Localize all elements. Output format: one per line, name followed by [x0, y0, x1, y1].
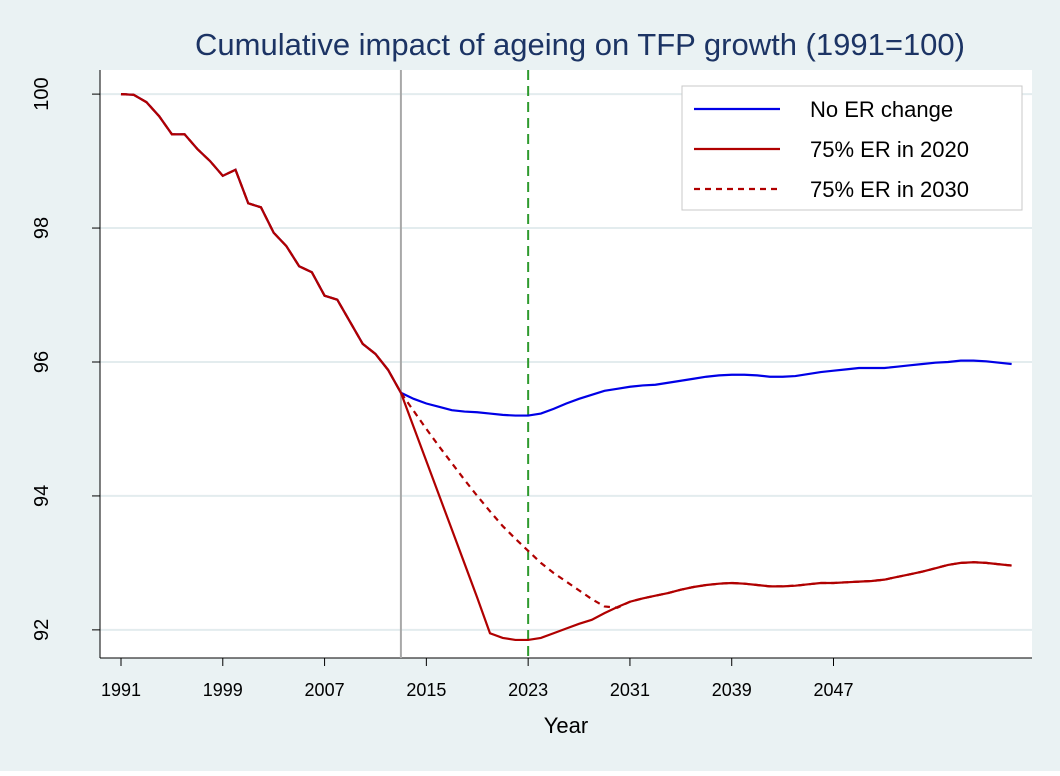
x-tick-label: 2047 — [813, 680, 853, 700]
x-tick-label: 2023 — [508, 680, 548, 700]
y-tick-label: 96 — [31, 351, 53, 373]
legend-label: 75% ER in 2030 — [810, 177, 969, 202]
x-tick-label: 1991 — [101, 680, 141, 700]
series-line — [120, 93, 1012, 642]
x-tick-label: 2031 — [610, 680, 650, 700]
x-axis-label: Year — [544, 713, 588, 738]
y-tick-label: 92 — [31, 619, 53, 641]
y-tick-label: 94 — [31, 485, 53, 507]
x-tick-label: 2039 — [712, 680, 752, 700]
y-tick-label: 98 — [31, 217, 53, 239]
chart-title: Cumulative impact of ageing on TFP growt… — [195, 27, 965, 62]
y-tick-label: 100 — [31, 77, 53, 110]
x-tick-label: 2015 — [406, 680, 446, 700]
x-tick-label: 2007 — [305, 680, 345, 700]
legend-label: No ER change — [810, 97, 953, 122]
legend-label: 75% ER in 2020 — [810, 137, 969, 162]
x-tick-label: 1999 — [203, 680, 243, 700]
